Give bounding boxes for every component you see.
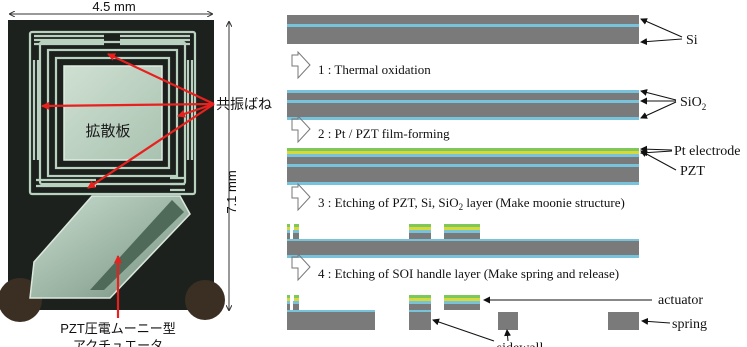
oxide-box [287, 310, 375, 312]
moonie-actuator [29, 195, 191, 299]
si-device [287, 93, 639, 100]
stack-oxidized: SiO2 [287, 89, 706, 120]
stack-initial: Si [287, 15, 698, 48]
device-photo: 拡散板 4.5 mm 7.1 mm 共振ばね PZT圧電ムーニー型 アクチュエー… [0, 0, 272, 347]
released-actuator [444, 295, 480, 310]
si-handle [287, 103, 639, 117]
pzt-pointer [640, 150, 677, 171]
island-actuator [409, 224, 431, 239]
spring-label: spring [672, 317, 707, 332]
sidewall-pointer [432, 318, 495, 342]
step-3-label: 3 : Etching of PZT, Si, SiO2 layer (Make… [318, 195, 625, 212]
sio2-pointer [640, 89, 677, 101]
step-arrow-icon [291, 50, 311, 80]
pt-pointer [640, 149, 673, 157]
actuator-diagonal-ridge [90, 200, 184, 290]
pt-electrode-label: Pt electrode [674, 144, 740, 159]
si-label: Si [686, 33, 698, 48]
process-flow: Si 1 : Thermal oxidation SiO2 2 : Pt / P… [287, 15, 740, 347]
island-small [287, 224, 299, 239]
chip-corner-shadow [185, 280, 225, 320]
actuator-label-line1: PZT圧電ムーニー型 [60, 321, 176, 336]
oxide-box [287, 239, 639, 241]
oxide-layer [287, 24, 639, 27]
sidewall-pointer [504, 329, 512, 342]
stack-etched [287, 224, 639, 258]
spring-arrows [41, 53, 215, 189]
si-pointer [640, 18, 683, 38]
height-dimension-label: 7.1 mm [224, 170, 239, 213]
actuator-label-line2: アクチュエータ [73, 338, 163, 347]
sio2-pointer [640, 101, 677, 119]
pt-pointer [640, 145, 673, 153]
si-handle [287, 241, 639, 255]
pzt-layer [287, 148, 639, 151]
oxide-bottom [287, 182, 639, 185]
spring-block [608, 312, 639, 330]
released-actuator [409, 295, 431, 310]
si-layer-bottom [287, 27, 639, 44]
pt-layer [287, 151, 639, 154]
resonant-spring-frames [28, 30, 197, 196]
stack-released: actuator spring sidewall [287, 293, 707, 347]
handle-post [409, 312, 431, 330]
pzt-label: PZT [680, 164, 705, 179]
oxide-box [287, 100, 639, 103]
oxide-bottom [287, 117, 639, 120]
released-island-small [287, 295, 299, 310]
si-device [287, 157, 639, 164]
oxide-top [287, 154, 639, 157]
step-arrow-icon [291, 252, 311, 282]
step-arrow-icon [291, 114, 311, 144]
resonant-spring-label: 共振ばね [216, 96, 272, 112]
stack-pzt: Pt electrode PZT [287, 144, 740, 185]
actuator-label: actuator [658, 293, 703, 308]
spring-pointer [641, 317, 671, 325]
spring-block [498, 312, 518, 330]
step-2-label: 2 : Pt / PZT film-forming [318, 126, 450, 141]
diffusion-plate-label: 拡散板 [85, 122, 130, 140]
si-handle [287, 167, 639, 182]
oxide-top [287, 90, 639, 93]
step-arrow-icon [291, 182, 311, 212]
sidewall-label: sidewall [497, 341, 544, 347]
handle-frame [287, 312, 375, 330]
island-actuator [444, 224, 480, 239]
oxide-box [409, 310, 431, 312]
oxide-box [287, 164, 639, 167]
si-pointer [640, 38, 683, 46]
step-1-label: 1 : Thermal oxidation [318, 62, 431, 77]
step-4-label: 4 : Etching of SOI handle layer (Make sp… [318, 266, 619, 281]
diffusion-plate [63, 65, 163, 161]
si-layer-top [287, 15, 639, 24]
oxide-bottom [287, 255, 639, 258]
sio2-label: SiO2 [680, 95, 706, 112]
width-dimension-label: 4.5 mm [92, 0, 135, 14]
